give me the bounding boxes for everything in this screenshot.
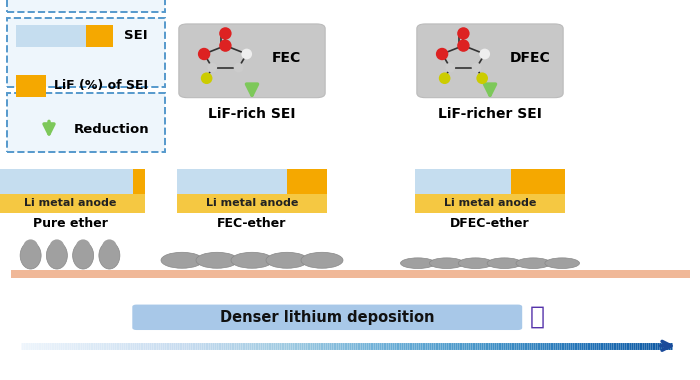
Text: LiF (%) of SEI: LiF (%) of SEI	[54, 79, 148, 92]
Point	[220, 43, 231, 49]
Point	[439, 75, 450, 81]
Ellipse shape	[429, 258, 464, 269]
Ellipse shape	[76, 239, 90, 254]
Point	[233, 65, 244, 71]
FancyBboxPatch shape	[286, 169, 328, 194]
FancyBboxPatch shape	[511, 169, 566, 194]
FancyBboxPatch shape	[16, 25, 97, 47]
Ellipse shape	[50, 239, 64, 254]
Point	[437, 51, 448, 57]
Text: Li metal anode: Li metal anode	[444, 198, 536, 208]
Point	[471, 65, 482, 71]
Point	[199, 51, 210, 57]
FancyBboxPatch shape	[176, 169, 286, 194]
Point	[444, 65, 456, 71]
FancyBboxPatch shape	[416, 24, 563, 98]
Point	[458, 30, 469, 36]
FancyBboxPatch shape	[0, 169, 133, 194]
Text: 👍: 👍	[530, 304, 545, 329]
Text: Denser lithium deposition: Denser lithium deposition	[220, 310, 435, 325]
Text: Li metal anode: Li metal anode	[206, 198, 298, 208]
Text: LiF-rich SEI: LiF-rich SEI	[209, 107, 295, 121]
FancyBboxPatch shape	[7, 93, 164, 152]
Text: FEC: FEC	[272, 51, 301, 65]
Ellipse shape	[102, 239, 117, 254]
FancyBboxPatch shape	[178, 24, 325, 98]
Ellipse shape	[487, 258, 522, 269]
Point	[477, 75, 488, 81]
Ellipse shape	[266, 252, 308, 268]
FancyBboxPatch shape	[414, 169, 511, 194]
FancyBboxPatch shape	[7, 18, 164, 87]
Ellipse shape	[99, 242, 120, 269]
FancyBboxPatch shape	[7, 0, 164, 13]
Ellipse shape	[400, 258, 435, 269]
FancyBboxPatch shape	[0, 194, 146, 213]
Ellipse shape	[545, 258, 580, 269]
Point	[206, 65, 218, 71]
Text: Li metal anode: Li metal anode	[24, 198, 116, 208]
Ellipse shape	[161, 252, 203, 268]
Text: DFEC: DFEC	[510, 51, 550, 65]
Point	[479, 51, 490, 57]
Point	[201, 75, 212, 81]
FancyBboxPatch shape	[133, 169, 146, 194]
Text: DFEC-ether: DFEC-ether	[450, 217, 530, 230]
Ellipse shape	[23, 239, 38, 254]
Ellipse shape	[301, 252, 343, 268]
Point	[241, 51, 252, 57]
Text: Reduction: Reduction	[74, 123, 149, 136]
Text: LiF-richer SEI: LiF-richer SEI	[438, 107, 542, 121]
Point	[458, 43, 469, 49]
Text: Pure ether: Pure ether	[33, 217, 107, 230]
Text: FEC-ether: FEC-ether	[217, 217, 287, 230]
Ellipse shape	[20, 242, 41, 269]
Ellipse shape	[46, 242, 67, 269]
Ellipse shape	[516, 258, 551, 269]
FancyBboxPatch shape	[176, 194, 328, 213]
FancyBboxPatch shape	[10, 270, 690, 278]
FancyBboxPatch shape	[132, 305, 522, 330]
Ellipse shape	[458, 258, 493, 269]
FancyBboxPatch shape	[414, 194, 565, 213]
Ellipse shape	[73, 242, 94, 269]
Ellipse shape	[196, 252, 238, 268]
FancyBboxPatch shape	[86, 25, 113, 47]
Point	[220, 30, 231, 36]
Ellipse shape	[231, 252, 273, 268]
FancyBboxPatch shape	[16, 75, 46, 97]
Text: SEI: SEI	[124, 29, 148, 42]
